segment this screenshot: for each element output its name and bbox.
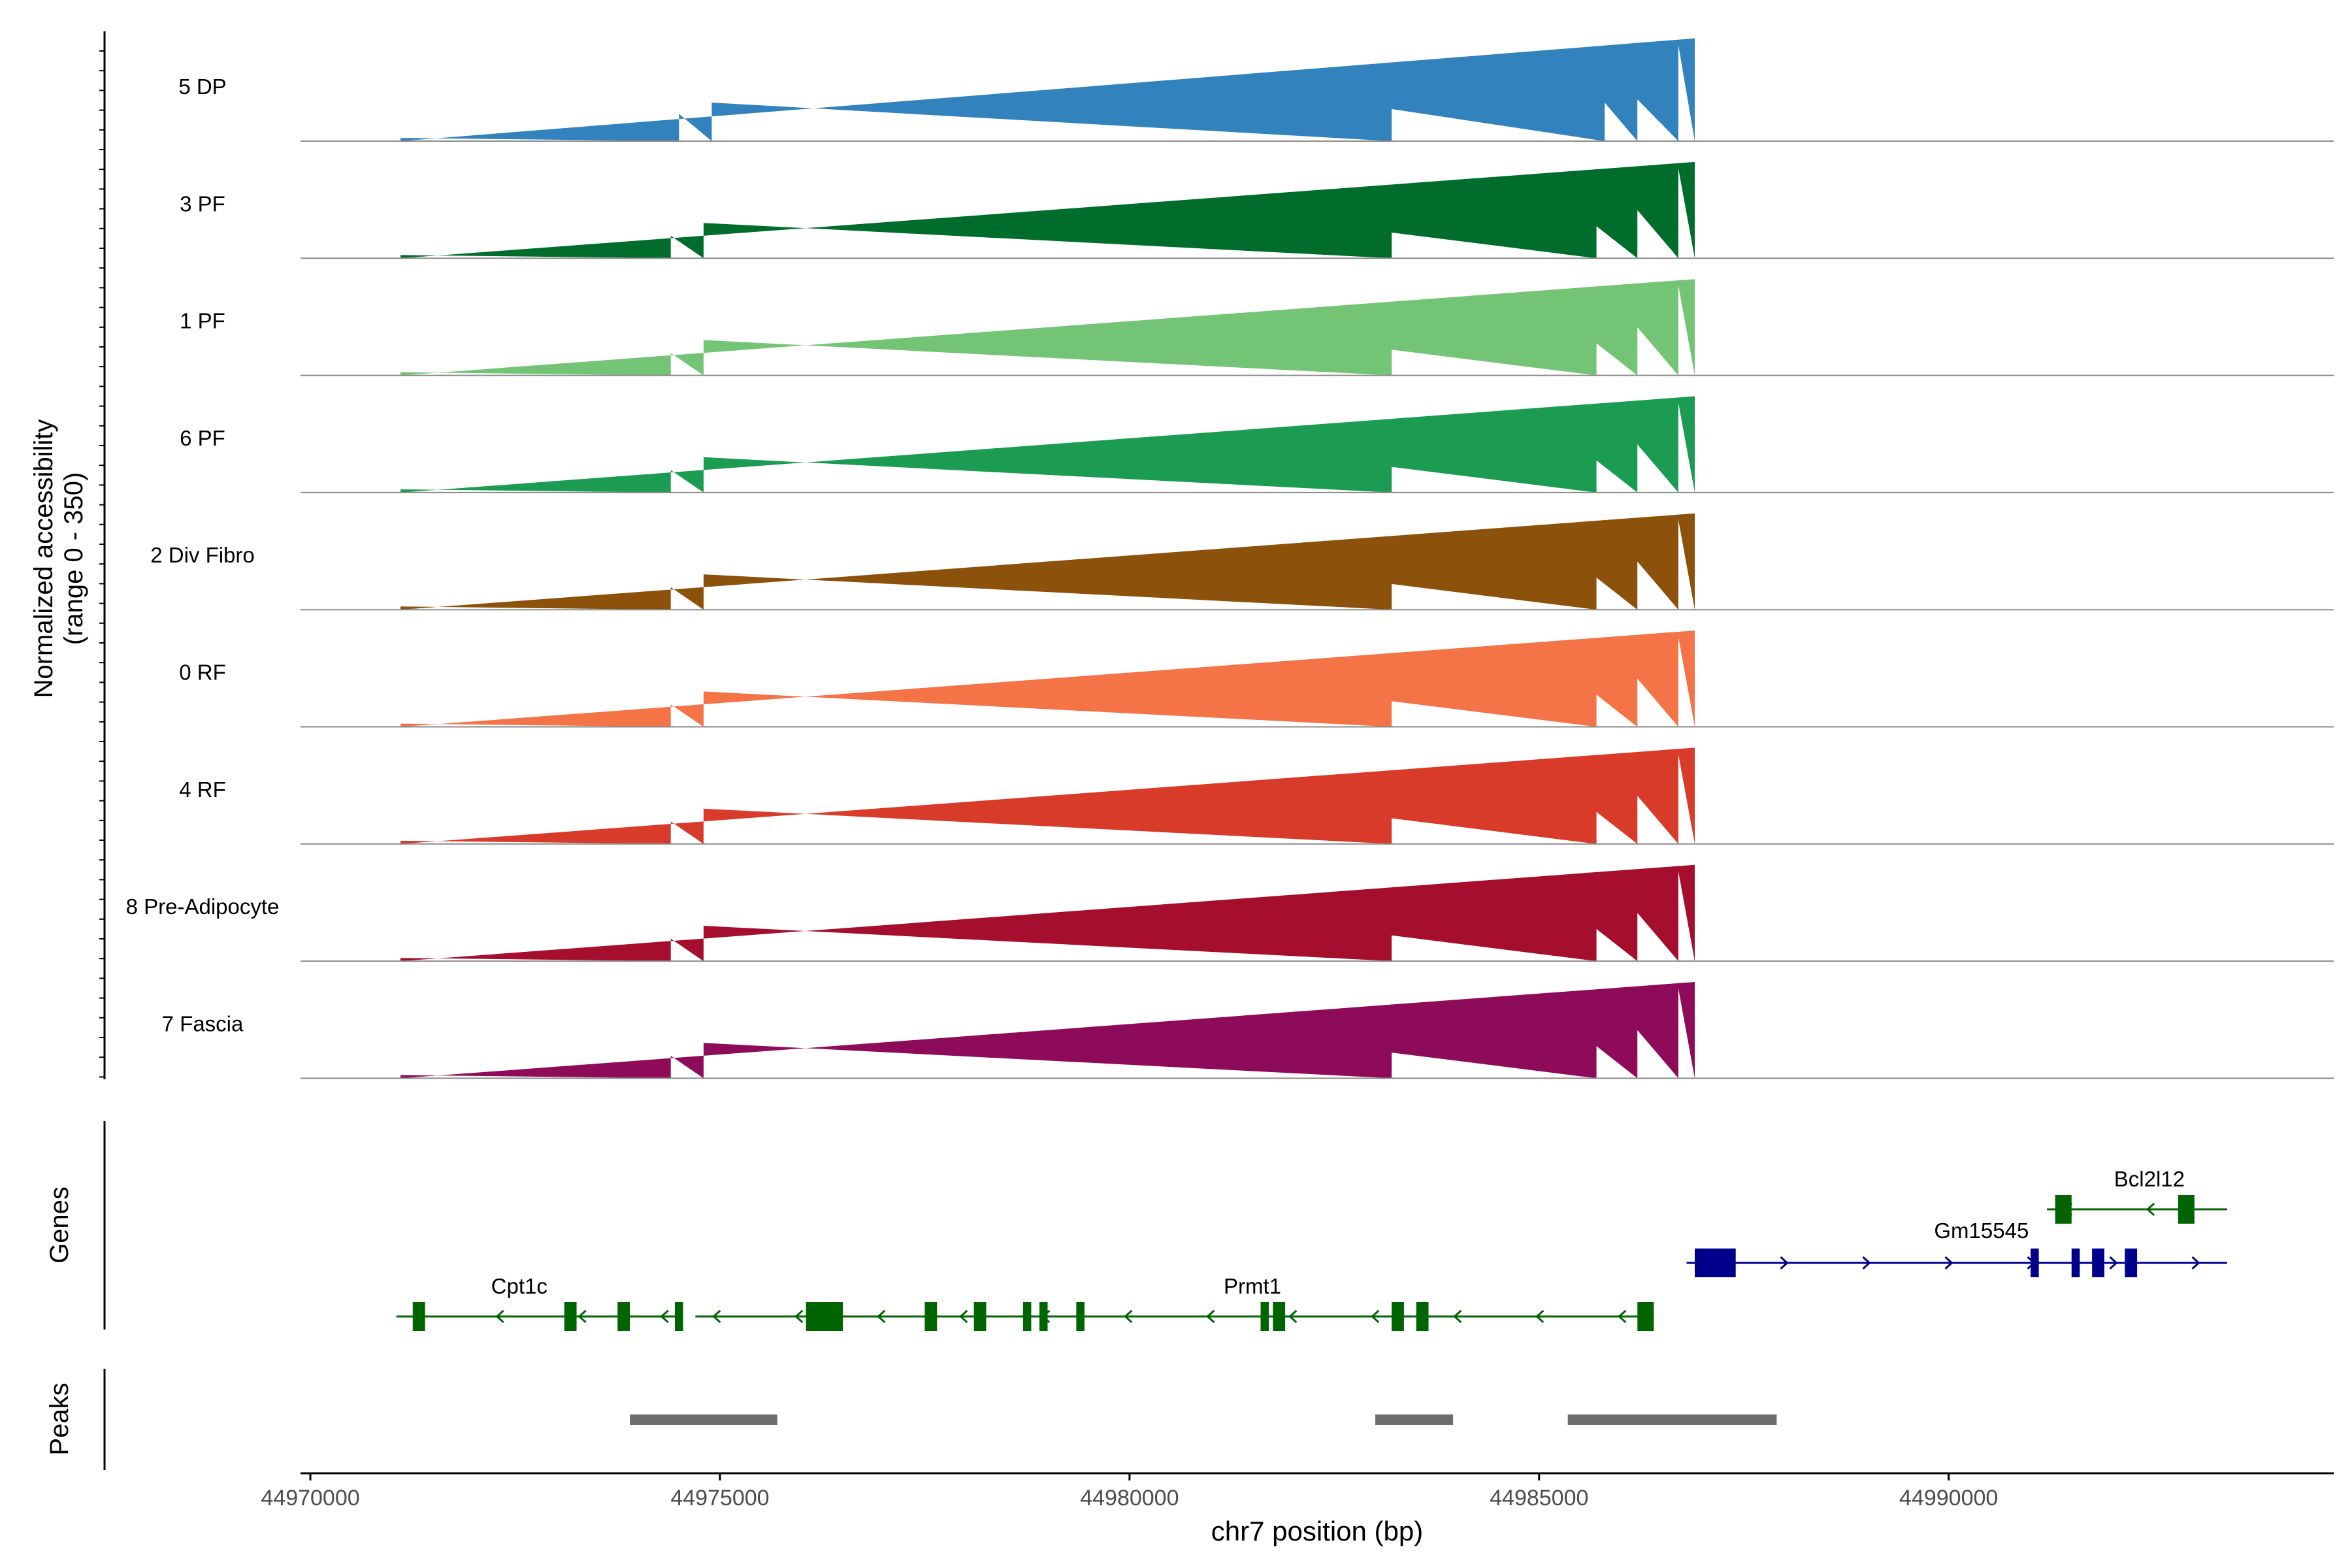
x-axis-title: chr7 position (bp) [1211, 1516, 1424, 1546]
strand-arrow [1371, 1309, 1380, 1324]
track-label-3-pf: 3 PF [180, 191, 225, 216]
strand-arrow [1288, 1309, 1298, 1324]
track-label-0-rf: 0 RF [179, 661, 226, 685]
strand-arrow [1944, 1256, 1953, 1270]
peak-bar [1567, 1414, 1777, 1425]
exon-gm15545 [2071, 1249, 2080, 1277]
x-tick-label: 44970000 [261, 1486, 359, 1511]
exon-cpt1c [564, 1302, 577, 1331]
gene-label-cpt1c: Cpt1c [491, 1274, 547, 1298]
coverage-area-3-pf [400, 161, 1695, 259]
x-tick-label: 44990000 [1899, 1486, 1998, 1511]
y-axis-title-line2: (range 0 - 350) [59, 472, 88, 645]
exon-bcl2l12 [2178, 1195, 2195, 1224]
genes-panel-label: Genes [45, 1186, 74, 1264]
coverage-area-2-div-fibro [400, 513, 1695, 610]
strand-arrow [1618, 1309, 1627, 1324]
strand-arrow [578, 1309, 587, 1324]
strand-arrow [2146, 1202, 2155, 1217]
strand-arrow [1124, 1309, 1133, 1324]
gene-annotation-panel: Cpt1c Prmt1 Gm15545 Bcl2l12 [396, 1167, 2228, 1331]
gene-label-bcl2l12: Bcl2l12 [2114, 1167, 2185, 1191]
x-tick-label: 44980000 [1080, 1486, 1179, 1511]
strand-arrow [1535, 1309, 1544, 1324]
exon-prmt1 [1076, 1302, 1085, 1331]
exon-prmt1 [1416, 1302, 1429, 1331]
coverage-area-7-fascia [400, 982, 1695, 1079]
strand-arrow [712, 1309, 721, 1324]
coverage-area-4-rf [400, 747, 1695, 844]
axes: 44970000 44975000 44980000 44985000 44990000… [29, 31, 2334, 1546]
track-label-1-pf: 1 PF [180, 309, 225, 333]
coverage-area-0-rf [400, 630, 1695, 727]
strand-arrow [495, 1309, 504, 1324]
coverage-area-1-pf [400, 279, 1695, 376]
y-axis-title-line1: Normalized accessibility [29, 419, 58, 698]
exon-prmt1 [1260, 1302, 1269, 1331]
peaks-panel [630, 1414, 1777, 1425]
exon-cpt1c [412, 1302, 425, 1331]
coverage-area-5-dp [400, 38, 1695, 142]
strand-arrow [2109, 1256, 2118, 1270]
gene-label-prmt1: Prmt1 [1224, 1274, 1281, 1298]
coverage-tracks [301, 38, 2334, 1079]
coverage-area-6-pf [400, 396, 1695, 493]
strand-arrow [877, 1309, 886, 1324]
exon-cpt1c [674, 1302, 683, 1331]
strand-arrow [794, 1309, 804, 1324]
y-axis-ticks [99, 50, 105, 1078]
exon-gm15545 [2092, 1249, 2104, 1277]
exon-gm15545 [2031, 1249, 2039, 1277]
exon-gm15545 [2125, 1249, 2138, 1277]
x-tick-label: 44985000 [1490, 1486, 1588, 1511]
exon-prmt1 [1637, 1302, 1654, 1331]
coverage-area-8-pre-adipocyte [400, 864, 1695, 962]
exon-prmt1 [1273, 1302, 1286, 1331]
exon-prmt1 [1039, 1302, 1048, 1331]
exon-prmt1 [924, 1302, 938, 1331]
x-axis-ticks: 44970000 44975000 44980000 44985000 44990000 [261, 1473, 1998, 1511]
track-label-8-pre-adipocyte: 8 Pre-Adipocyte [126, 894, 280, 919]
exon-gm15545 [1695, 1249, 1736, 1277]
strand-arrow [1862, 1256, 1871, 1270]
track-label-5-dp: 5 DP [178, 74, 226, 99]
exon-prmt1 [973, 1302, 987, 1331]
strand-arrow [1453, 1309, 1462, 1324]
peaks-panel-label: Peaks [45, 1382, 74, 1455]
exon-prmt1 [806, 1302, 843, 1331]
strand-arrow [660, 1309, 669, 1324]
x-tick-label: 44975000 [670, 1486, 769, 1511]
track-label-7-fascia: 7 Fascia [162, 1011, 244, 1036]
peak-bar [1375, 1414, 1454, 1425]
exon-cpt1c [617, 1302, 630, 1331]
track-labels: 5 DP 3 PF 1 PF 6 PF 2 Div Fibro 0 RF 4 RF 8 Pre… [126, 74, 280, 1036]
track-label-4-rf: 4 RF [179, 777, 226, 802]
exon-prmt1 [1022, 1302, 1032, 1331]
track-label-2-div-fibro: 2 Div Fibro [150, 543, 255, 567]
exon-bcl2l12 [2055, 1195, 2072, 1224]
strand-arrow [1780, 1256, 1789, 1270]
peak-bar [630, 1414, 777, 1425]
strand-arrow [1206, 1309, 1215, 1324]
strand-arrow [959, 1309, 968, 1324]
exon-prmt1 [1392, 1302, 1404, 1331]
track-label-6-pf: 6 PF [180, 426, 225, 450]
gene-label-gm15545: Gm15545 [1934, 1218, 2029, 1243]
strand-arrow [2191, 1256, 2200, 1270]
